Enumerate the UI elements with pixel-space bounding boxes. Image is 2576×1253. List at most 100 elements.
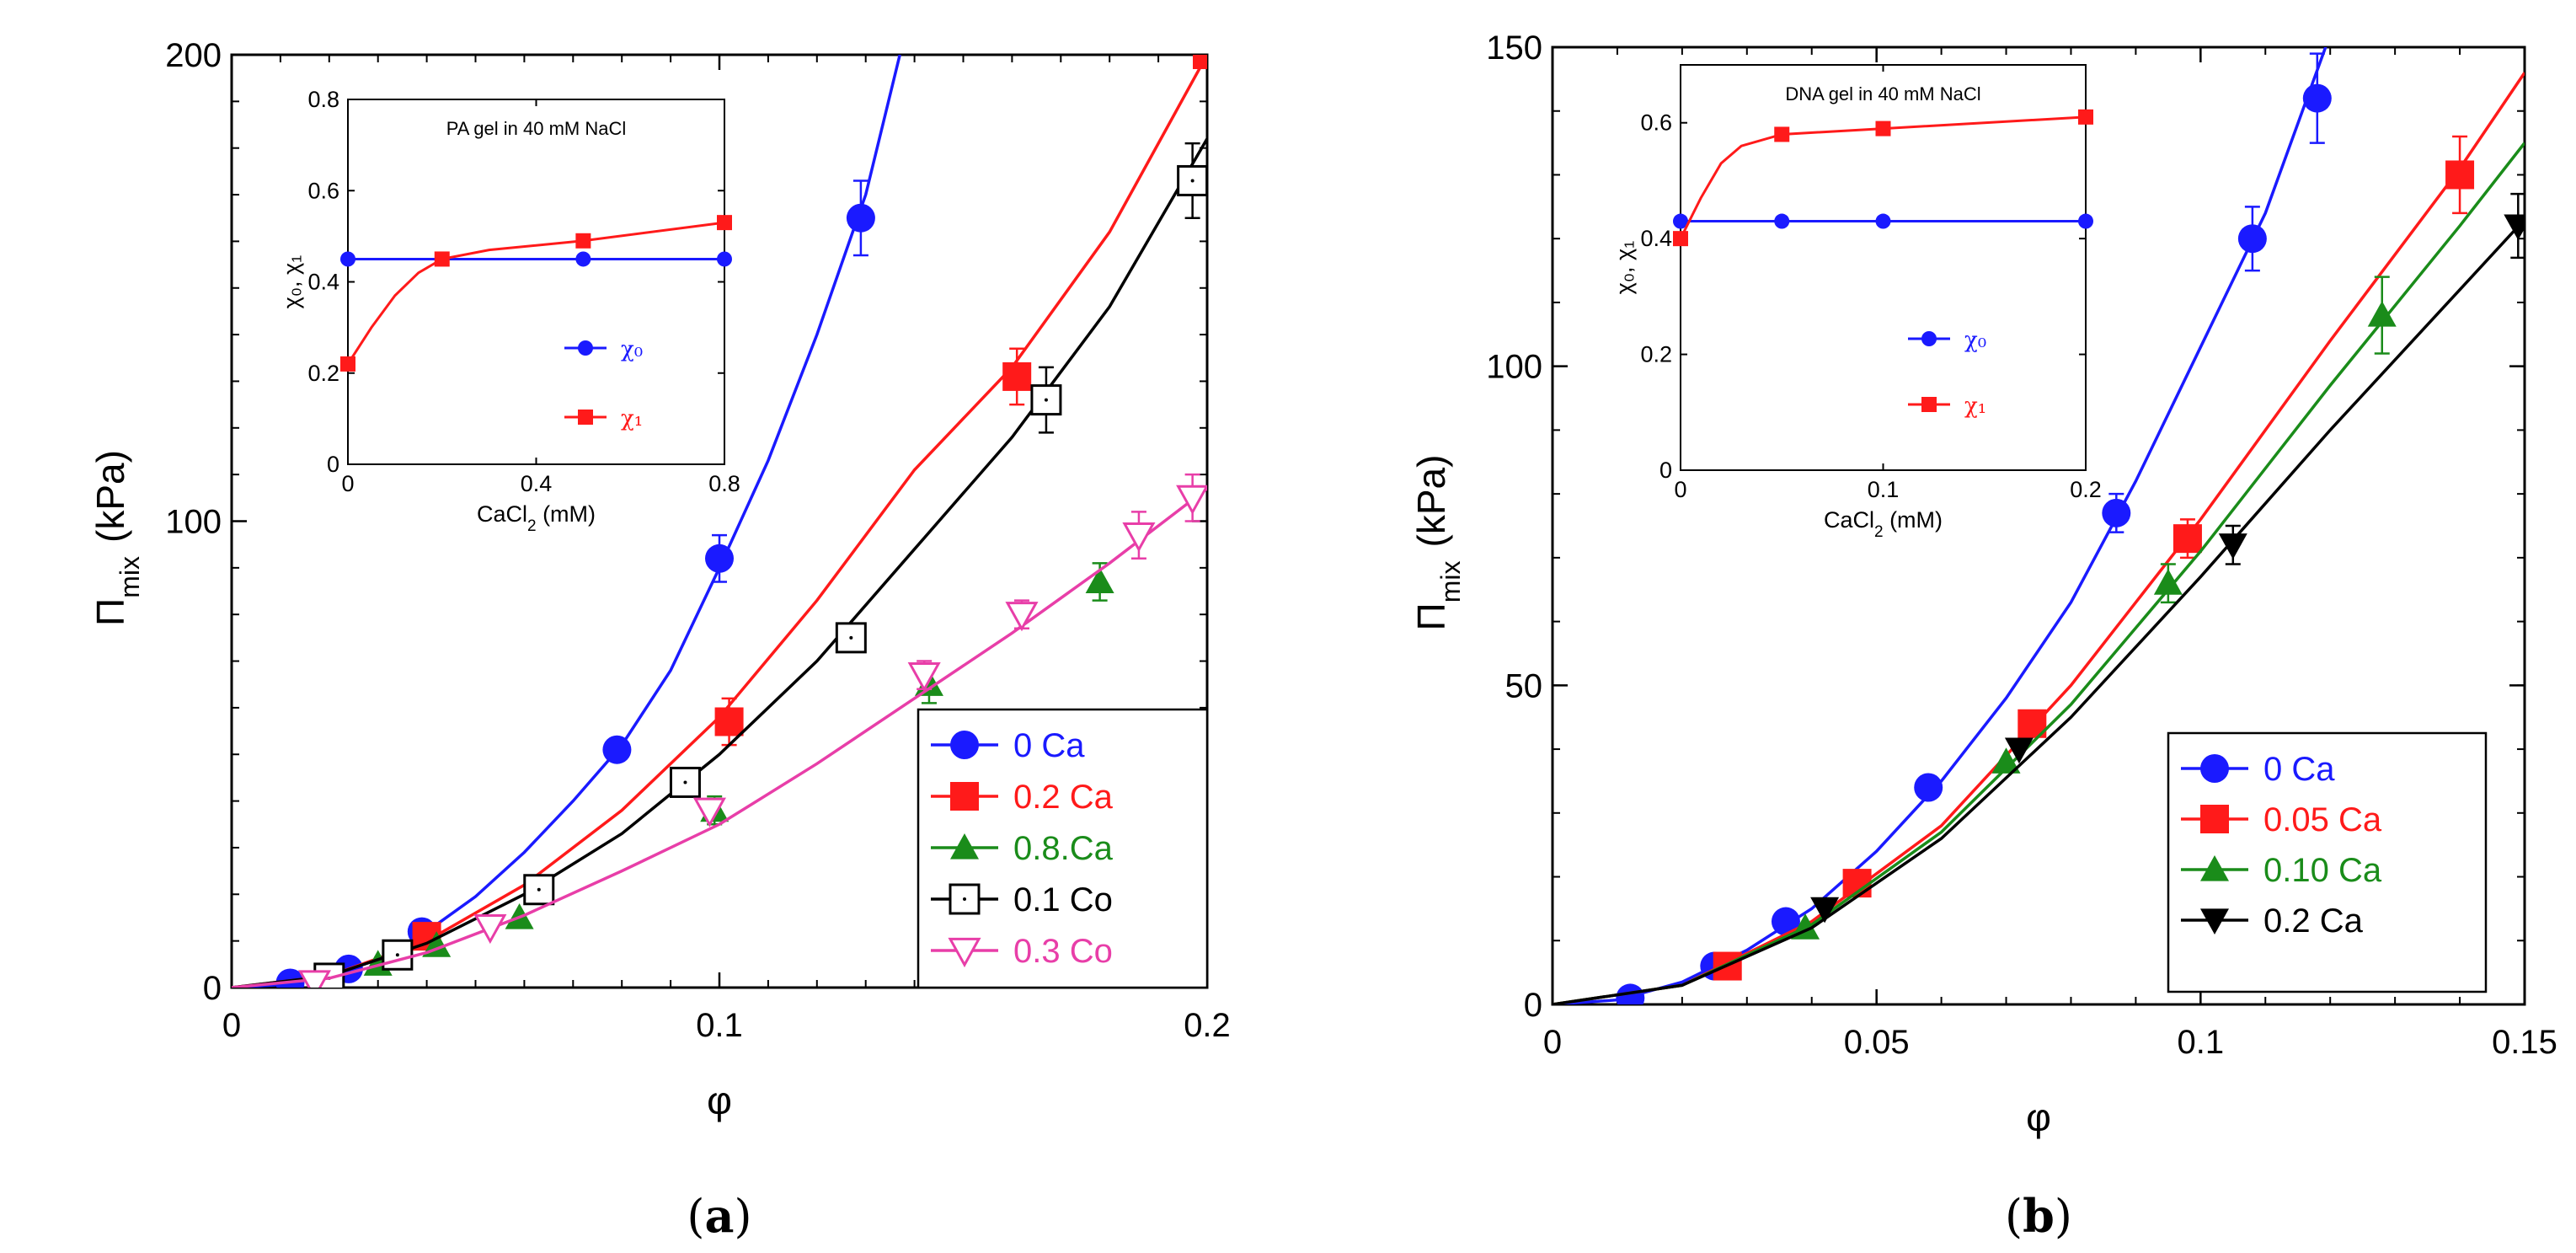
data-point [2237,224,2267,254]
legend-marker [950,731,979,759]
inset-y-tick-label: 0.2 [1640,342,1672,367]
inset-series-1: χ₁ [340,215,732,431]
data-point [907,662,941,693]
data-point-dot [1190,179,1194,183]
data-point [1616,983,1645,1004]
inset-data-point [1673,231,1688,247]
data-point [2445,160,2475,190]
inset-x-axis-label-sub: 2 [527,517,537,535]
data-point [2302,83,2332,113]
legend-marker-dot [963,897,966,901]
inset-chart: 0 0.1 0.2 0 0.2 0.4 0.6 DNA gel in 40 mM NaCl Ca… [1611,64,2102,541]
legend-label: 0.3 Co [1013,933,1113,970]
y-axis-label-sub: mix [1435,560,1466,602]
inset-x-axis-label-unit: (mM) [1884,507,1943,533]
figure-caption: (b) [2005,1189,2072,1243]
data-point [1810,897,1840,924]
data-point [2218,533,2247,560]
y-tick-label: 0 [203,970,222,1007]
data-point [1771,907,1800,936]
legend-label: 0.10 Ca [2263,852,2382,889]
legend-label: 0.1 Co [1013,881,1113,918]
inset-series-0: χ₀ [1673,213,2093,353]
legend-marker [2200,908,2229,934]
data-point [297,970,331,988]
data-point-dot [683,780,687,784]
y-tick-label: 150 [1486,29,1542,67]
inset-legend-label: χ₀ [1964,328,1986,353]
y-axis-label-main: Π [1409,602,1453,630]
legend-label: 0.8.Ca [1013,830,1114,867]
inset-y-tick-label: 0.4 [307,270,339,295]
legend-label: 0 Ca [2263,751,2335,788]
inset-x-axis-label: CaCl2 (mM) [1824,507,1943,541]
data-point [1176,485,1207,515]
inset-legend-label: χ₁ [1964,394,1986,419]
inset-data-point [1774,213,1790,229]
legend-marker [2200,805,2229,833]
x-tick-label: 0.15 [2492,1024,2557,1061]
data-point [2102,498,2131,527]
inset-x-tick-label: 0.8 [708,471,740,496]
y-tick-label: 50 [1505,667,1543,704]
data-point-dot [537,887,541,892]
legend-marker [950,782,979,811]
legend-label: 0.05 Ca [2263,801,2382,838]
legend-marker [2200,855,2229,881]
x-tick-label: 0 [1543,1024,1562,1061]
inset-y-axis-label: χ₀, χ₁ [1611,241,1637,295]
inset-y-tick-label: 0.2 [307,361,339,386]
y-axis-label-unit: (kPa) [88,450,132,543]
series-4 [232,473,1207,988]
data-point [1991,747,2021,774]
plot-area [1553,47,2525,1004]
data-point [523,874,555,906]
data-point [1914,773,1943,802]
data-point [2004,737,2034,764]
data-point [602,735,632,764]
data-point [705,544,734,573]
y-axis-label-unit: (kPa) [1409,455,1453,548]
inset-x-tick-label: 0.1 [1868,477,1900,502]
inset-chart: 0 0.4 0.8 0 0.2 0.4 0.6 0.8 PA gel in 40 mM NaCl… [279,87,740,535]
x-tick-label: 0.2 [1184,1007,1231,1044]
data-point [714,707,744,736]
inset-data-point [1673,213,1688,229]
x-tick-label: 0.1 [696,1007,743,1044]
caption-letter: b [2023,1189,2055,1243]
caption-letter: a [705,1189,735,1243]
data-point [2504,214,2525,241]
x-axis-label: φ [707,1079,732,1122]
data-point [1193,55,1207,69]
inset-x-tick-label: 0 [1674,477,1686,502]
inset-data-point [1774,126,1790,142]
data-point [692,797,726,827]
inset-legend-marker [1921,397,1937,412]
series-line [1553,47,2327,1004]
inset-data-point [717,215,732,231]
inset-legend-marker [1921,331,1937,346]
inset-title: DNA gel in 40 mM NaCl [1785,83,1980,104]
x-axis-label: φ [2026,1095,2051,1139]
series-3 [1553,192,2525,1004]
inset-series-0: χ₀ [340,251,732,362]
inset-x-tick-label: 0.2 [2070,477,2102,502]
inset-x-axis-label-main: CaCl [477,501,527,527]
data-point [1005,602,1039,632]
caption-paren-close: ) [735,1190,752,1243]
y-tick-label: 200 [165,37,222,74]
y-tick-label: 100 [1486,349,1542,386]
inset-legend-marker [578,410,593,425]
inset-y-tick-label: 0.4 [1640,226,1672,251]
data-point [846,203,875,233]
caption-paren-open: ( [2005,1190,2023,1243]
data-point-dot [849,635,853,640]
caption-paren-open: ( [687,1190,704,1243]
inset-y-tick-label: 0 [327,452,339,477]
y-axis-label-main: Π [88,598,132,626]
y-axis-label: Πmix (kPa) [1409,455,1466,631]
inset-data-point [1875,213,1891,229]
x-tick-label: 0 [222,1007,241,1044]
inset-y-tick-label: 0.6 [1640,110,1672,136]
